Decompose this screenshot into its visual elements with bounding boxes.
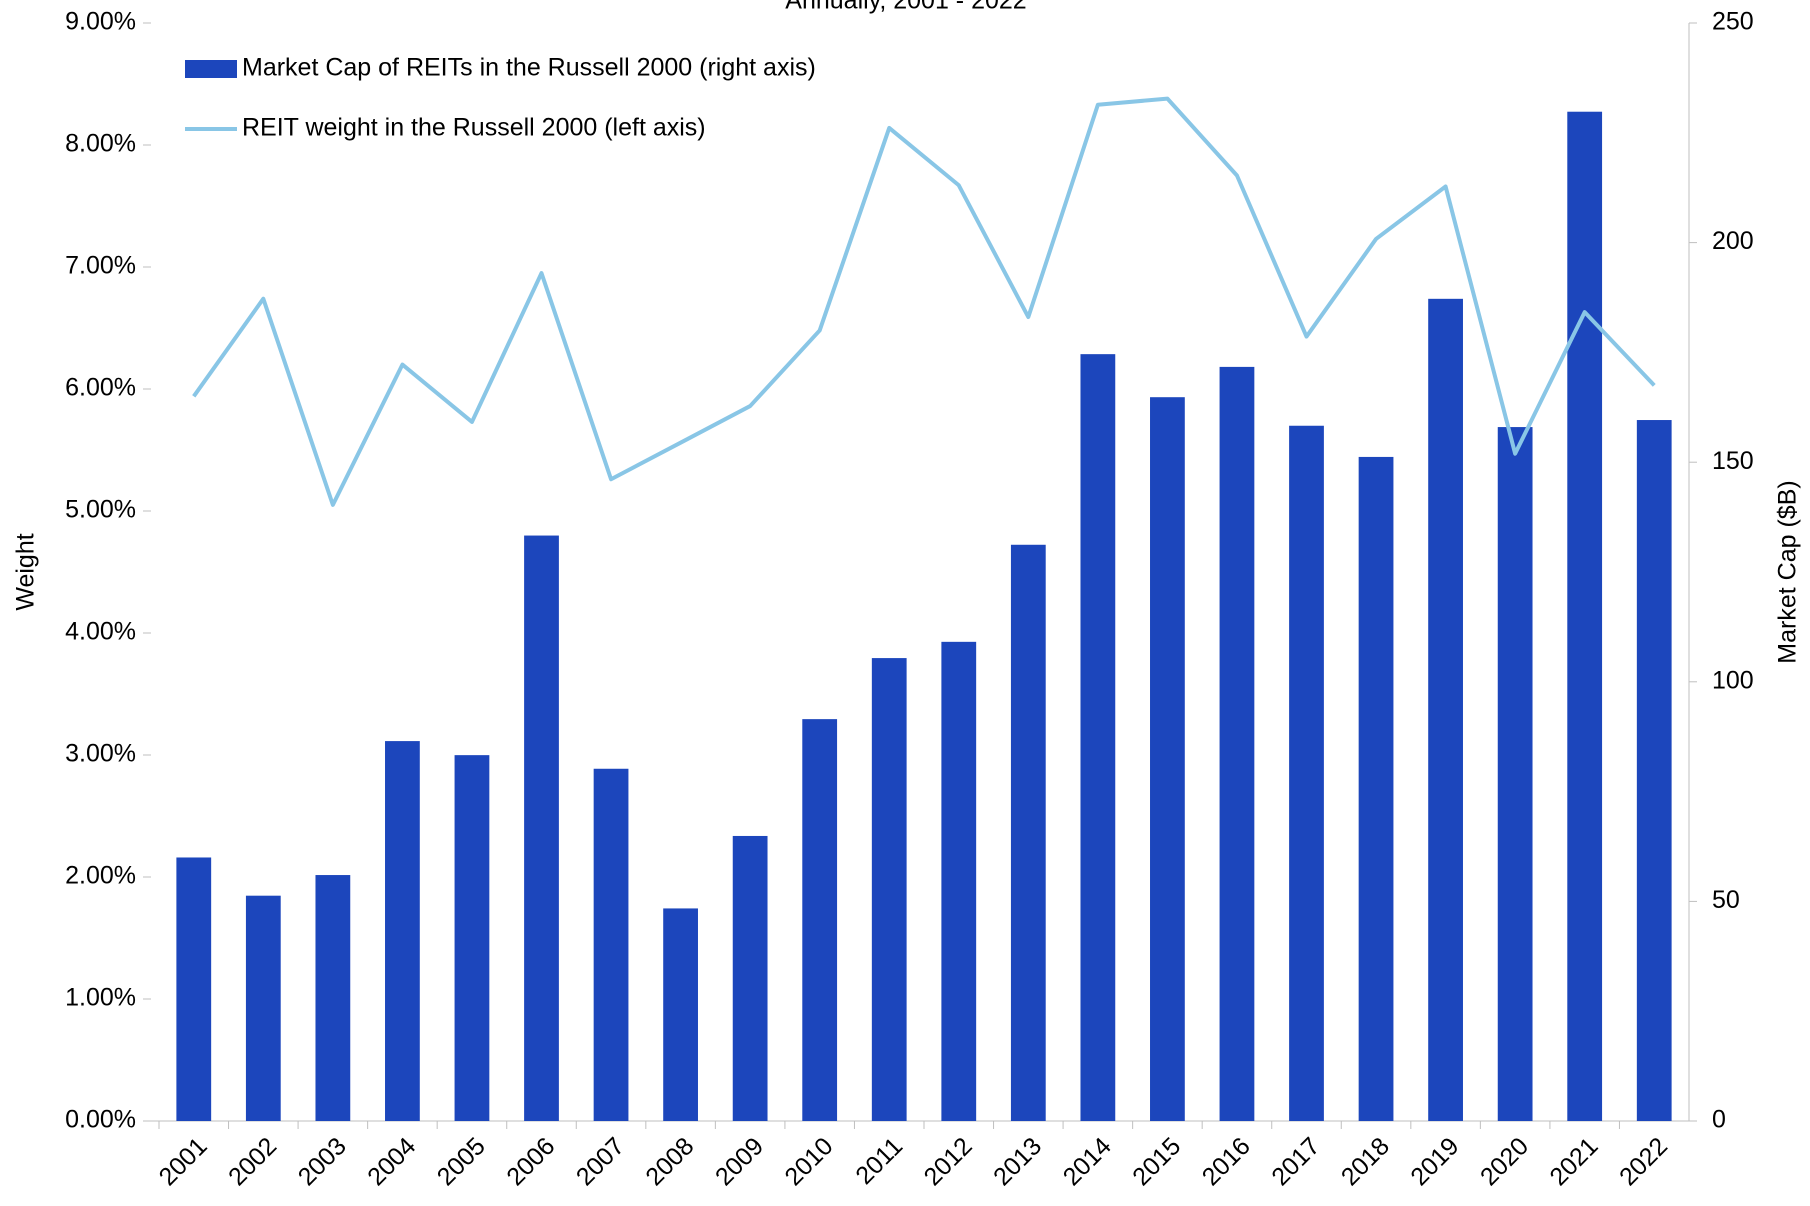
- y-tick-label: 9.00%: [65, 8, 136, 36]
- y2-tick-label: 100: [1712, 666, 1754, 694]
- x-tick-label: 2003: [293, 1132, 352, 1191]
- y2-tick-label: 200: [1712, 227, 1754, 255]
- y-tick-label: 4.00%: [65, 618, 136, 646]
- x-tick-label: 2011: [850, 1132, 908, 1190]
- x-tick-label: 2020: [1475, 1132, 1534, 1191]
- bar: [871, 658, 907, 1121]
- x-tick-label: 2016: [1197, 1132, 1256, 1191]
- y-tick-label: 0.00%: [65, 1106, 136, 1134]
- y2-tick-label: 250: [1712, 8, 1754, 36]
- x-tick-label: 2007: [571, 1132, 630, 1191]
- y2-tick-label: 50: [1712, 886, 1740, 914]
- x-tick-label: 2019: [1405, 1132, 1464, 1191]
- x-tick-label: 2021: [1544, 1132, 1603, 1191]
- bar: [524, 535, 559, 1121]
- x-tick-label: 2012: [919, 1132, 978, 1191]
- x-tick-label: 2015: [1127, 1132, 1186, 1191]
- bar: [1289, 425, 1324, 1121]
- bar: [1636, 420, 1672, 1121]
- bar: [315, 875, 351, 1121]
- bar: [1428, 298, 1463, 1121]
- y-tick-label: 6.00%: [65, 374, 136, 402]
- bar: [1010, 544, 1046, 1121]
- x-tick-label: 2013: [988, 1132, 1047, 1191]
- bar: [385, 741, 420, 1121]
- y2-tick-label: 0: [1712, 1106, 1726, 1134]
- bar: [732, 835, 768, 1121]
- x-tick-label: 2014: [1058, 1132, 1117, 1191]
- bar: [1219, 366, 1255, 1122]
- chart-subtitle: Annually, 2001 - 2022: [785, 0, 1026, 15]
- y-tick-label: 3.00%: [65, 740, 136, 768]
- bar: [1150, 397, 1185, 1122]
- x-tick-label: 2017: [1266, 1132, 1325, 1191]
- bar: [1080, 354, 1116, 1121]
- bar: [454, 755, 490, 1121]
- bar: [1497, 427, 1533, 1122]
- bar: [1567, 111, 1603, 1122]
- bar: [1358, 456, 1394, 1122]
- y-axis-label: Weight: [12, 533, 40, 610]
- y-tick-label: 2.00%: [65, 862, 136, 890]
- bar: [663, 908, 698, 1121]
- bar: [941, 641, 977, 1121]
- bar: [593, 768, 629, 1121]
- x-tick-label: 2001: [154, 1132, 213, 1191]
- y-tick-label: 7.00%: [65, 252, 136, 280]
- x-tick-label: 2002: [223, 1132, 282, 1191]
- legend-label: REIT weight in the Russell 2000 (left ax…: [242, 114, 706, 142]
- y2-tick-label: 150: [1712, 447, 1754, 475]
- x-tick-label: 2010: [779, 1132, 838, 1191]
- y2-axis-label: Market Cap ($B): [1774, 480, 1802, 663]
- bar: [802, 719, 838, 1121]
- bar: [176, 857, 212, 1121]
- line: [192, 96, 1656, 507]
- x-tick-label: 2009: [710, 1132, 769, 1191]
- y-tick-label: 1.00%: [65, 984, 136, 1012]
- x-tick-label: 2022: [1614, 1132, 1673, 1191]
- x-tick-label: 2018: [1336, 1132, 1395, 1191]
- legend-label: Market Cap of REITs in the Russell 2000 …: [242, 54, 816, 82]
- bar: [245, 895, 281, 1121]
- x-tick-label: 2006: [501, 1132, 560, 1191]
- x-tick-label: 2004: [362, 1132, 421, 1191]
- x-tick-label: 2005: [432, 1132, 491, 1191]
- x-tick-label: 2008: [640, 1132, 699, 1191]
- y-tick-label: 8.00%: [65, 130, 136, 158]
- y-tick-label: 5.00%: [65, 496, 136, 524]
- legend-swatch: [185, 60, 237, 78]
